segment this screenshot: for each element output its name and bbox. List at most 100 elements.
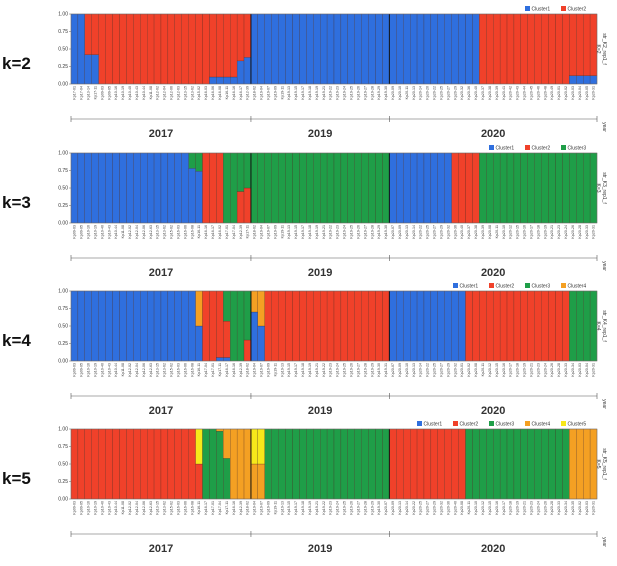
panel-k3-bar-segment-cluster3 [306,152,314,224]
panel-k3-sample-label: Kp15-02 [170,225,174,239]
panel-k2-bar-segment-cluster2 [202,13,210,85]
panel-k4-bar-segment-cluster4 [195,290,203,327]
panel-k3-sample-label: Kp17-01 [225,225,229,239]
panel-k5-bar-segment-cluster2 [403,428,411,500]
panel-k4-sample-label: Kp19-15 [287,363,291,377]
panel-k5-bar-segment-cluster2 [444,428,452,500]
panel-k4-sample-label: Kp13-15 [156,363,160,377]
panel-k3-sample-label: Kp20-13 [405,225,409,239]
panel-k5-y-tick: 0.50 [58,462,68,468]
panel-k3-sample-label: Kp19-04 [260,225,264,239]
panel-k4-bar-segment-cluster1 [147,290,155,362]
panel-k3-bar-segment-cluster3 [583,152,591,224]
panel-k5-legend-swatch [489,421,494,426]
panel-k2-sample-label: Kp20-40 [474,86,478,100]
panel-k2-sample-label: Kp20-32 [460,86,464,100]
panel-k5-bar-segment-cluster3 [555,428,563,500]
panel-k3-sample-label: Kp10-16 [87,225,91,239]
panel-k4-legend-swatch [489,283,494,288]
panel-k4-bar-segment-cluster2 [209,290,217,362]
panel-k2-bar-segment-cluster2 [243,13,252,58]
panel-k2-y-tick: 0.50 [58,47,68,53]
panel-k5-bar-segment-cluster3 [326,428,335,500]
panel-k3-sample-label: Kp16-16 [204,225,208,239]
panel-k3-sample-label: Kp10-43 [107,225,111,239]
panel-k4-sample-label: Kp10-19 [93,363,97,377]
panel-k4-sample-label: Kp20-23 [536,363,540,377]
panel-k5-sample-label: Kp17-04 [218,501,222,515]
panel-k4-bar-segment-cluster2 [382,290,390,362]
panel-k5-bar-segment-cluster2 [91,428,99,500]
panel-k5-bar-segment-cluster3 [320,428,328,500]
panel-k5-sample-label: Kp20-12 [481,501,485,515]
panel-k3-bar-segment-cluster1 [410,152,418,224]
panel-k3-sample-label: Kp20-40 [460,225,464,239]
panel-k4-k-label: k=4 [2,331,31,350]
panel-k2-sample-label: Kp19-04 [260,86,264,100]
panel-k2-bar-segment-cluster1 [209,76,217,85]
panel-k3-sample-label: Kp20-09 [398,225,402,239]
panel-k5-legend-label: Cluster3 [496,421,515,427]
panel-k2-side-label: str_K2_rep1_f [601,33,607,65]
panel-k5-sample-label: Kp19-26 [350,501,354,515]
panel-k3-bar-segment-cluster1 [195,171,203,224]
panel-k3-bar-segment-cluster2 [216,152,224,224]
panel-k5-bar-segment-cluster3 [520,428,528,500]
panel-k2-bar-segment-cluster1 [410,13,418,85]
panel-k2-bar-segment-cluster2 [167,13,175,85]
panel-k4-sample-label: Kp20-04 [585,363,589,377]
panel-k2-sample-label: Kp20-03 [571,86,575,100]
panel-k5-bar-segment-cluster2 [119,428,127,500]
panel-k5-bar-segment-cluster4 [236,428,245,500]
panel-k4-sample-label: Kp20-08 [474,363,478,377]
panel-k3-bar-segment-cluster2 [236,191,245,224]
panel-k4-sample-label: Kp16-16 [232,363,236,377]
panel-k3-y-tick: 0.50 [58,186,68,192]
panel-k5-bar-segment-cluster4 [230,428,238,500]
panel-k4-sample-label: Kp20-18 [516,363,520,377]
panel-k4-sample-label: Kp13-62 [163,363,167,377]
panel-k3-bar-segment-cluster1 [389,152,397,224]
panel-k5-bar-segment-cluster2 [195,463,203,500]
panel-k4-sample-label: Kp12-04 [135,363,139,377]
panel-k2-sample-label: Kp19-24 [343,86,347,100]
panel-k2-bar-segment-cluster1 [347,13,355,85]
panel-k4-bar-segment-cluster2 [486,290,494,362]
panel-k4-bar-segment-cluster4 [257,290,265,327]
panel-k3-y-tick: 1.00 [58,151,68,157]
panel-k2-sample-label: Kp12-02 [156,86,160,100]
panel-k5-legend-swatch [561,421,566,426]
panel-k5-sample-label: Kp20-35 [571,501,575,515]
panel-k4-sample-label: Kp10-43 [107,363,111,377]
panel-k5-sample-label: Kp20-33 [557,501,561,515]
panel-k3-sample-label: Kp12-06 [142,225,146,239]
panel-k3-bar-segment-cluster2 [243,187,252,224]
panel-k3-sample-label: Kp20-33 [585,225,589,239]
panel-k5-side-sublabel: K=5 [595,459,601,468]
panel-k5-sample-label: Kp20-40 [453,501,457,515]
panel-k5-bar-segment-cluster2 [451,428,459,500]
panel-k2-sample-label: Kp10-43 [135,86,139,100]
panel-k5-legend-swatch [417,421,422,426]
panel-k3-sample-label: Kp17-04 [232,225,236,239]
panel-k2-bar-segment-cluster1 [361,13,369,85]
panel-k2-bar-segment-cluster1 [326,13,335,85]
panel-k4-bar-segment-cluster2 [320,290,328,362]
panel-k2-y-tick: 1.00 [58,12,68,18]
panel-k3-bar-segment-cluster1 [153,152,162,224]
panel-k2-legend-label: Cluster2 [568,6,587,12]
panel-k4-sample-label: Kp20-16 [502,363,506,377]
panel-k5-sample-label: Kp19-11 [273,501,277,514]
panel-k4-sample-label: Kp20-29 [446,363,450,377]
panel-k4-bar-segment-cluster2 [285,290,293,362]
panel-k4-sample-label: Kp20-12 [488,363,492,377]
panel-k5-legend-swatch [453,421,458,426]
panel-k4-side-sublabel: K=4 [595,321,601,330]
panel-k5-year-label: 2019 [308,543,332,555]
panel-k3-bar-segment-cluster1 [167,152,175,224]
panel-k3-sample-label: Kp20-14 [412,225,416,239]
panel-k4-bar-segment-cluster1 [160,290,169,362]
panel-k2-bar-segment-cluster2 [583,13,591,76]
panel-k2-sample-label: Kp20-41 [502,86,506,100]
panel-k3-bar-segment-cluster3 [562,152,570,224]
